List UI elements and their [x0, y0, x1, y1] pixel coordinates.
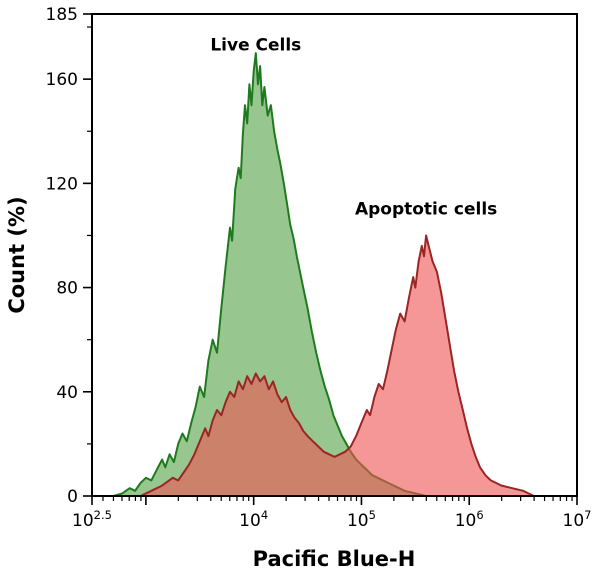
y-tick-label: 160: [46, 70, 78, 90]
annotations-layer: Live Cells Apoptotic cells: [210, 35, 497, 219]
series-outline-apoptotic-cells: [140, 234, 535, 497]
series-area-apoptotic-cells: [140, 235, 534, 496]
series-area-live-cells: [113, 53, 427, 496]
annotation-apoptotic-cells: Apoptotic cells: [355, 200, 497, 220]
y-tick-label: 80: [56, 279, 78, 299]
annotation-live-cells: Live Cells: [210, 35, 301, 55]
y-tick-label: 185: [46, 5, 78, 25]
ticks-layer: [83, 13, 578, 505]
plot-frame: [91, 13, 578, 497]
x-tick-label: 105: [347, 508, 376, 531]
series-layer: [113, 52, 535, 497]
x-axis-title: Pacific Blue-H: [253, 547, 416, 571]
y-tick-label: 40: [56, 383, 78, 403]
series-outline-live-cells: [113, 52, 427, 497]
x-tick-label: 104: [239, 508, 268, 531]
x-tick-label: 107: [563, 508, 592, 531]
y-tick-label: 120: [46, 174, 78, 194]
y-axis-title: Count (%): [5, 196, 29, 313]
tick-labels-layer: 102.5 104 105 106 107 0 40 80 120 160 185: [46, 5, 592, 531]
y-tick-label: 0: [67, 487, 78, 507]
x-tick-label: 102.5: [72, 508, 112, 531]
x-tick-label: 106: [455, 508, 484, 531]
